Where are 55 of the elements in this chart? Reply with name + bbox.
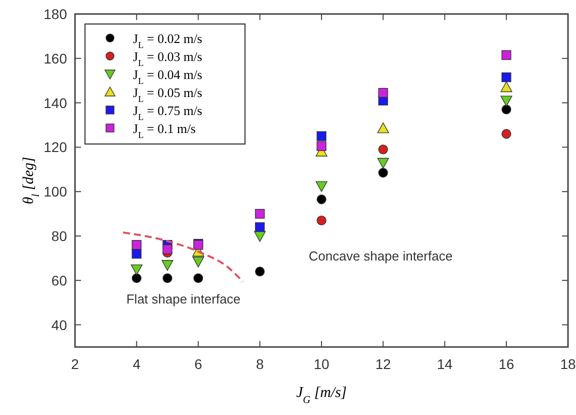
point (502, 104, 512, 114)
point (192, 256, 204, 268)
legend-label: J$_{L}$ = 0.1 m/s (133, 121, 196, 140)
y-tick-label: 100 (44, 184, 68, 200)
y-tick-label: 120 (44, 139, 68, 156)
legend-label: J$_{L}$ = 0.04 m/s (133, 67, 202, 86)
point (377, 122, 389, 134)
x-tick-label: 12 (375, 356, 392, 372)
x-tick-label: 6 (194, 356, 202, 372)
x-tick-label: 10 (314, 356, 330, 372)
y-tick-label: 60 (51, 272, 68, 288)
x-axis-title: J$_{G}$ [m/s] (296, 385, 347, 406)
point (316, 181, 328, 192)
point (162, 273, 172, 284)
point (255, 208, 265, 219)
point (255, 222, 265, 232)
annotation: Flat shape interface (126, 292, 241, 307)
y-tick-label: 40 (51, 316, 68, 333)
annotation: Concave shape interface (308, 248, 453, 264)
legend-label: J$_{L}$ = 0.75 m/s (133, 103, 202, 122)
line-series (122, 231, 244, 283)
x-tick-label: 4 (132, 356, 141, 372)
x-tick-label: 8 (256, 356, 264, 372)
y-tick-label: 140 (44, 94, 68, 111)
point (162, 260, 174, 271)
point (500, 96, 512, 106)
point (502, 72, 512, 82)
point (378, 88, 388, 98)
legend-label: J$_{L}$ = 0.02 m/s (133, 31, 202, 50)
point (132, 240, 142, 250)
point (502, 129, 512, 139)
point (255, 266, 265, 276)
y-tick-label: 160 (44, 50, 68, 66)
x-tick-label: 18 (560, 356, 576, 372)
point (500, 81, 512, 92)
x-tick-label: 16 (498, 356, 514, 372)
y-tick-label: 80 (51, 228, 68, 244)
point (193, 273, 204, 284)
legend-label: J$_{L}$ = 0.03 m/s (133, 49, 202, 68)
point (316, 141, 326, 151)
point (130, 264, 142, 276)
point (316, 131, 326, 141)
x-tick-label: 2 (71, 356, 80, 372)
point (377, 158, 389, 169)
point (378, 144, 388, 154)
point (502, 50, 512, 60)
point (316, 194, 326, 204)
point (316, 216, 326, 226)
x-tick-label: 14 (436, 356, 453, 372)
legend-label: J$_{L}$ = 0.05 m/s (133, 85, 202, 104)
point (378, 168, 388, 178)
y-tick-label: 180 (44, 6, 68, 22)
point (162, 244, 172, 254)
point (132, 248, 142, 259)
point (132, 273, 142, 284)
